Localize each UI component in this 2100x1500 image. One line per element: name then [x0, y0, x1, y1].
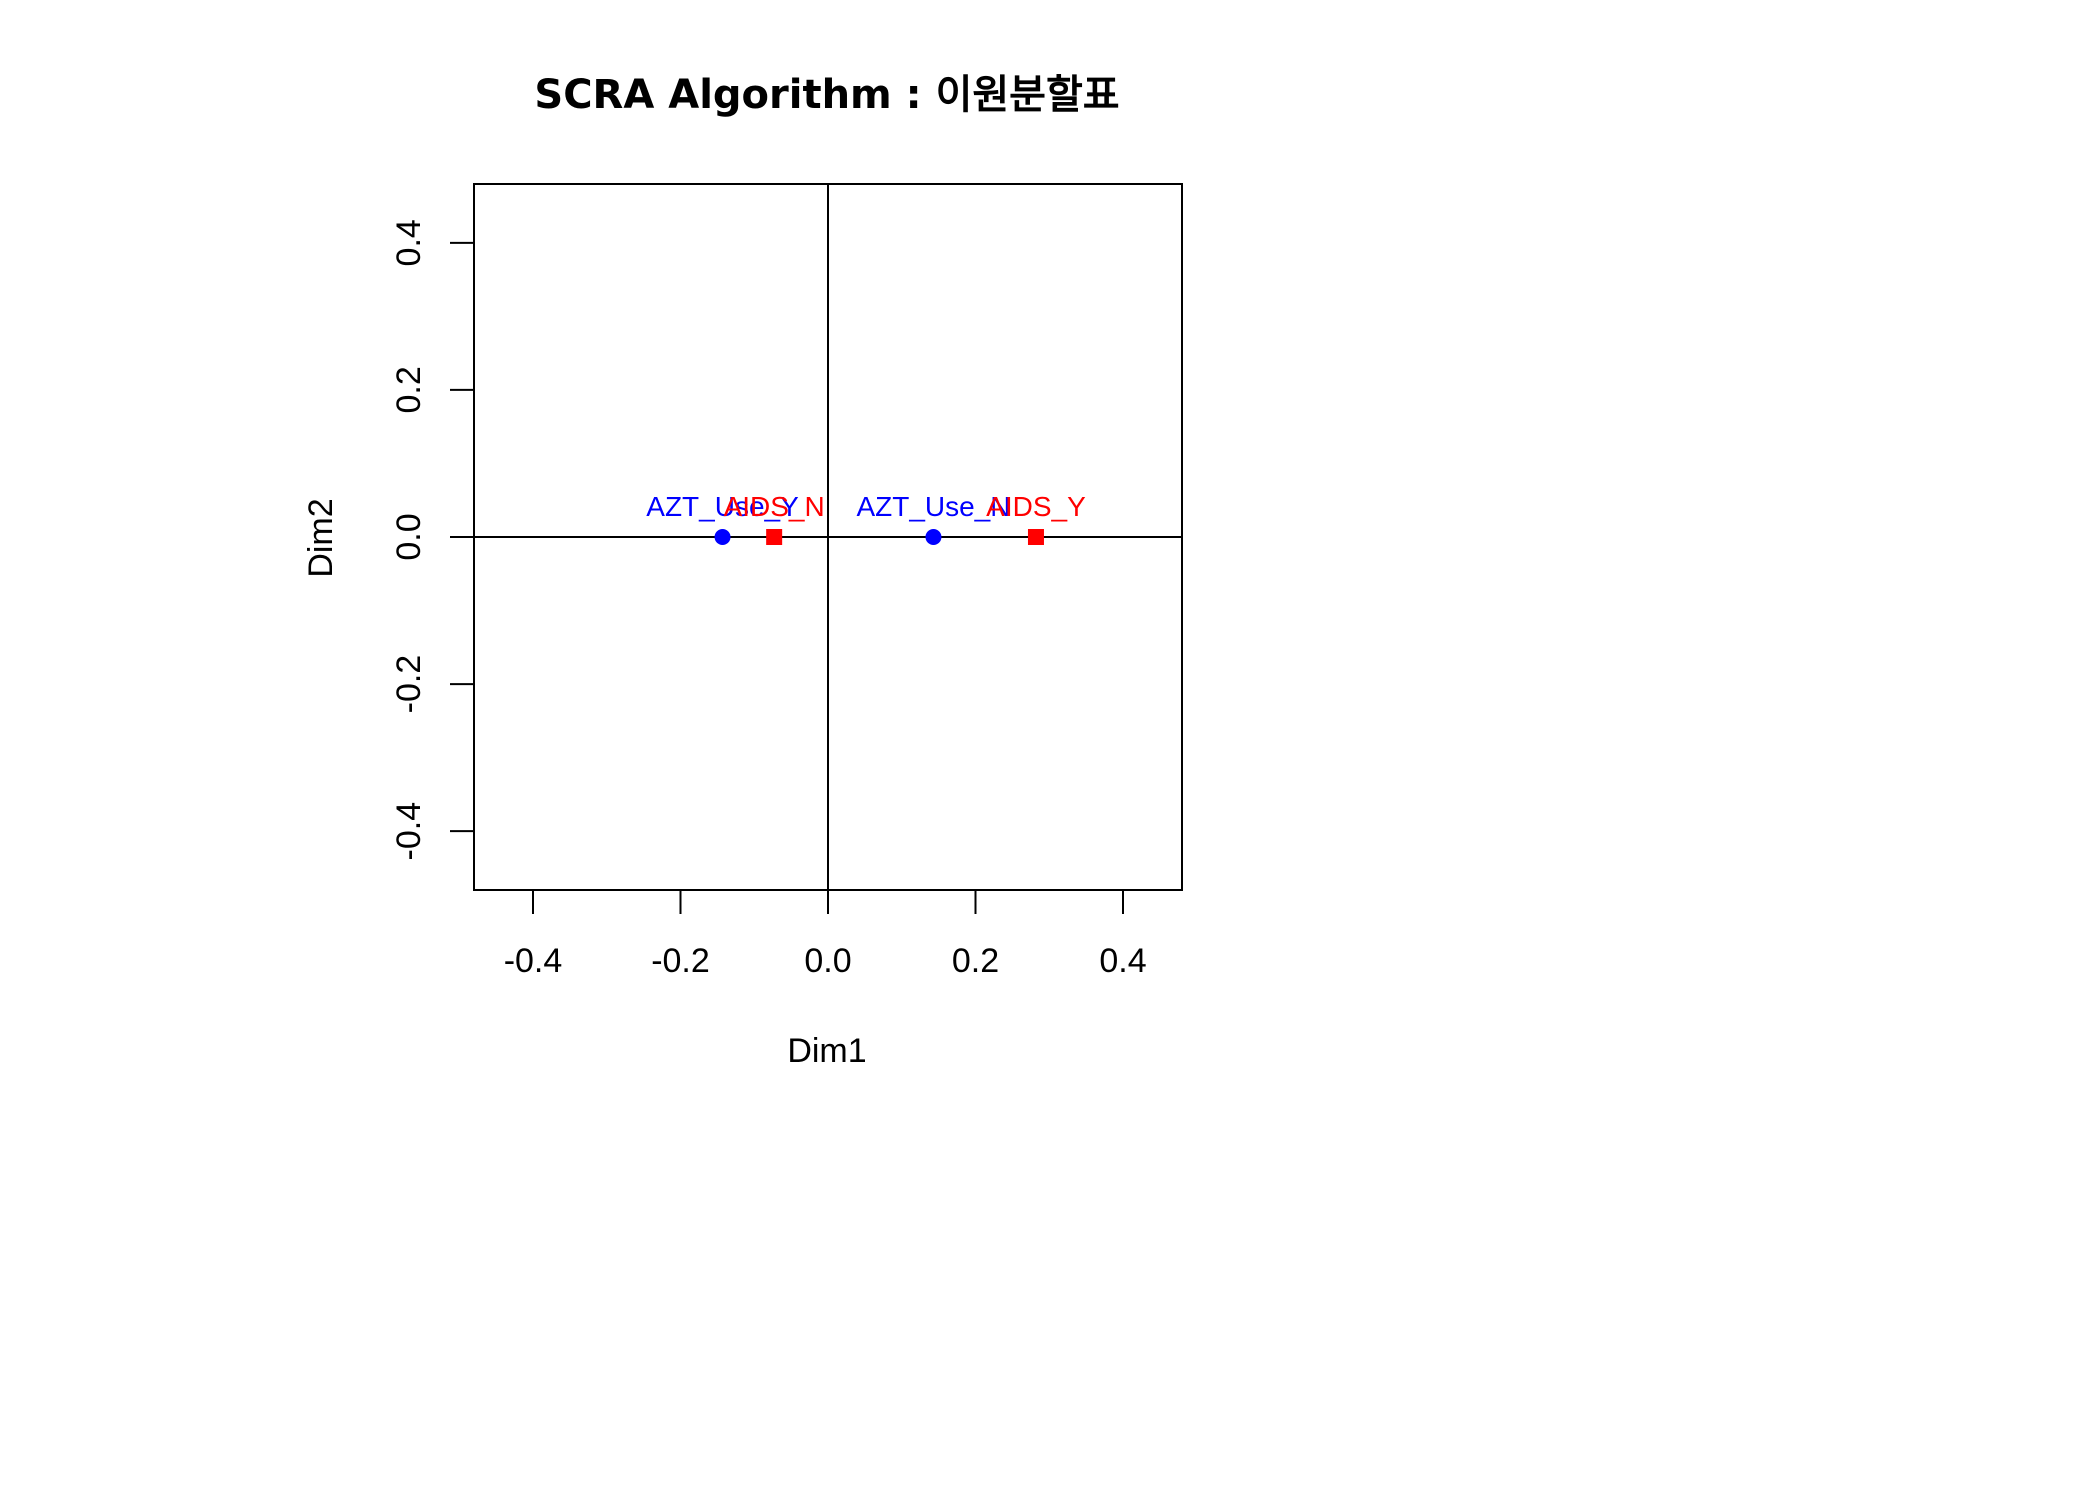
y-tick-label: -0.4 — [390, 802, 428, 861]
data-point — [925, 529, 942, 545]
data-label: AIDS_N — [724, 491, 825, 522]
y-tick-label: 0.0 — [390, 513, 428, 560]
y-axis-title: Dim2 — [302, 498, 340, 577]
data-point — [1027, 529, 1044, 545]
x-tick-label: 0.4 — [1099, 942, 1146, 980]
reference-lines — [474, 184, 1182, 890]
x-tick-label: -0.4 — [504, 942, 563, 980]
x-axis-title: Dim1 — [787, 1032, 866, 1070]
data-point — [766, 529, 783, 545]
x-tick-label: -0.2 — [651, 942, 710, 980]
y-tick-label: -0.2 — [390, 655, 428, 714]
y-axis: -0.4 -0.2 0.0 0.2 0.4 — [390, 219, 475, 861]
scatter-plot: SCRA Algorithm : 이원분할표 -0.4 -0.2 0.0 0.2 0.4… — [302, 72, 1183, 1070]
x-tick-label: 0.2 — [952, 942, 999, 980]
data-label: AZT_Use_N — [856, 491, 1010, 522]
data-points — [714, 529, 1044, 545]
data-label: AIDS_Y — [986, 491, 1086, 522]
point-labels: AZT_Use_Y AZT_Use_N AIDS_N AIDS_Y — [646, 491, 1086, 522]
data-label: AZT_Use_Y — [646, 491, 799, 522]
data-point — [714, 529, 731, 545]
x-tick-label: 0.0 — [804, 942, 851, 980]
x-axis: -0.4 -0.2 0.0 0.2 0.4 — [504, 889, 1147, 980]
chart-title: SCRA Algorithm : 이원분할표 — [534, 72, 1119, 118]
y-tick-label: 0.4 — [390, 219, 428, 266]
y-tick-label: 0.2 — [390, 366, 428, 413]
